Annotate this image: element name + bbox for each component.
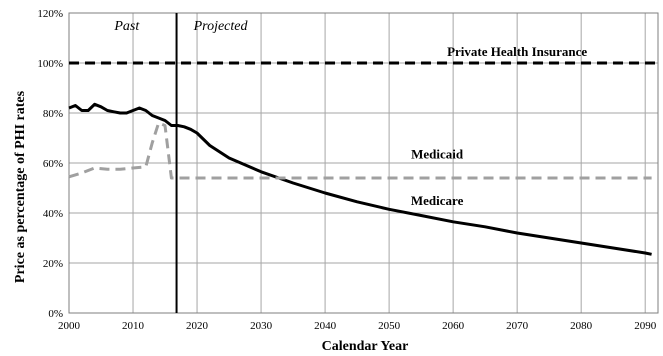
plot-border	[68, 12, 659, 314]
annotation-label: Private Health Insurance	[447, 44, 587, 59]
x-tick-labels: 2000 2010 2020 2030 2040 2050 2060 2070 2080 2090	[58, 320, 657, 332]
x-tick-label: 2070	[506, 320, 529, 332]
annotation-label: Medicare	[411, 193, 464, 208]
y-tick-label: 100%	[37, 58, 63, 70]
past-label: Past	[113, 19, 140, 34]
x-tick-label: 2060	[442, 320, 465, 332]
series-lines	[68, 61, 658, 256]
series-line-2	[68, 121, 652, 180]
y-tick-labels: 0% 20% 40% 60% 80% 100% 120%	[37, 8, 63, 320]
x-tick-label: 2090	[634, 320, 657, 332]
projected-label: Projected	[193, 19, 249, 34]
annotation-label: Medicaid	[411, 146, 464, 161]
y-tick-label: 0%	[48, 308, 63, 320]
y-tick-label: 80%	[43, 108, 63, 120]
y-tick-label: 120%	[37, 8, 63, 20]
x-tick-label: 2050	[378, 320, 401, 332]
x-tick-label: 2000	[58, 320, 81, 332]
x-axis-label: Calendar Year	[322, 339, 409, 354]
y-tick-label: 20%	[43, 258, 63, 270]
y-axis-label: Price as percentage of PHI rates	[13, 90, 28, 283]
x-tick-label: 2020	[186, 320, 209, 332]
x-tick-label: 2030	[250, 320, 273, 332]
y-tick-label: 60%	[43, 158, 63, 170]
x-tick-label: 2010	[122, 320, 145, 332]
series-annotations: Private Health Insurance Medicaid Medicare	[411, 44, 588, 208]
series-line-1	[68, 102, 652, 256]
x-tick-label: 2040	[314, 320, 337, 332]
y-tick-label: 40%	[43, 208, 63, 220]
x-tick-label: 2080	[570, 320, 593, 332]
